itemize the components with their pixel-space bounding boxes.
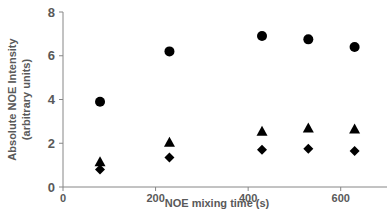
point: [350, 42, 360, 52]
y-tick-label: 6: [48, 48, 55, 63]
x-tick-label: 0: [60, 192, 66, 204]
y-tick: [59, 187, 63, 188]
y-tick: [59, 55, 63, 56]
point: [95, 97, 105, 107]
point: [164, 137, 175, 147]
point: [257, 31, 267, 41]
point: [303, 144, 313, 154]
y-tick-label: 2: [48, 136, 55, 151]
point: [303, 34, 313, 44]
x-tick: [155, 187, 156, 191]
chart: 024680200400600NOE mixing time (s)Absolu…: [0, 0, 392, 211]
point: [257, 145, 267, 155]
plot-area: [95, 31, 361, 174]
point: [164, 152, 174, 162]
point: [164, 46, 174, 56]
y-axis-title: Absolute NOE Intensity(arbitrary units): [6, 38, 32, 161]
x-tick: [340, 187, 341, 191]
y-tick-label: 4: [48, 92, 56, 107]
x-tick-label: 600: [332, 192, 350, 204]
point: [349, 124, 360, 134]
point: [95, 165, 105, 175]
point: [303, 122, 314, 132]
y-tick: [59, 99, 63, 100]
y-tick-label: 8: [48, 5, 55, 20]
x-tick: [63, 187, 64, 191]
x-axis: [63, 187, 387, 188]
y-tick: [59, 12, 63, 13]
point: [350, 146, 360, 156]
y-tick-label: 0: [48, 180, 55, 195]
x-axis-title: NOE mixing time (s): [165, 197, 270, 209]
x-tick: [248, 187, 249, 191]
y-tick: [59, 143, 63, 144]
x-tick-label: 200: [146, 192, 164, 204]
point: [257, 126, 268, 136]
